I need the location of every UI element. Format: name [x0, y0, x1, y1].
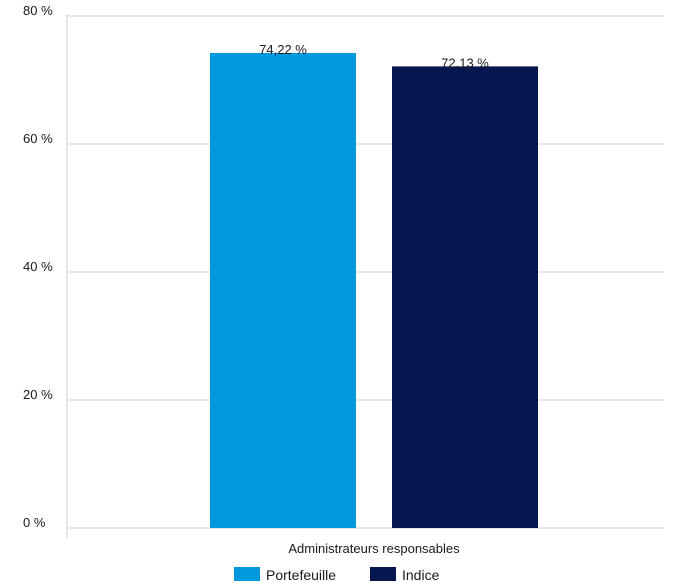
y-tick-label: 20 %: [23, 387, 53, 402]
y-tick-label: 80 %: [23, 3, 53, 18]
y-tick-label: 60 %: [23, 131, 53, 146]
data-label: 74,22 %: [259, 42, 307, 57]
legend-label-indice: Indice: [402, 567, 440, 582]
legend-label-portefeuille: Portefeuille: [266, 567, 336, 582]
y-axis: 0 % 20 % 40 % 60 % 80 %: [23, 3, 68, 538]
y-tick-label: 40 %: [23, 259, 53, 274]
data-label: 72,13 %: [441, 55, 489, 70]
data-labels: 74,22 % 72,13 %: [259, 42, 489, 70]
bars: [210, 52, 538, 529]
x-category-label: Administrateurs responsables: [288, 541, 460, 556]
x-axis: Administrateurs responsables: [288, 541, 460, 556]
y-tick-label: 0 %: [23, 515, 46, 530]
legend: Portefeuille Indice: [234, 567, 440, 582]
gridlines: [67, 15, 664, 529]
bar-portefeuille: [210, 52, 356, 528]
legend-swatch-portefeuille: [234, 567, 260, 581]
legend-swatch-indice: [370, 567, 396, 581]
bar-indice: [392, 66, 538, 529]
